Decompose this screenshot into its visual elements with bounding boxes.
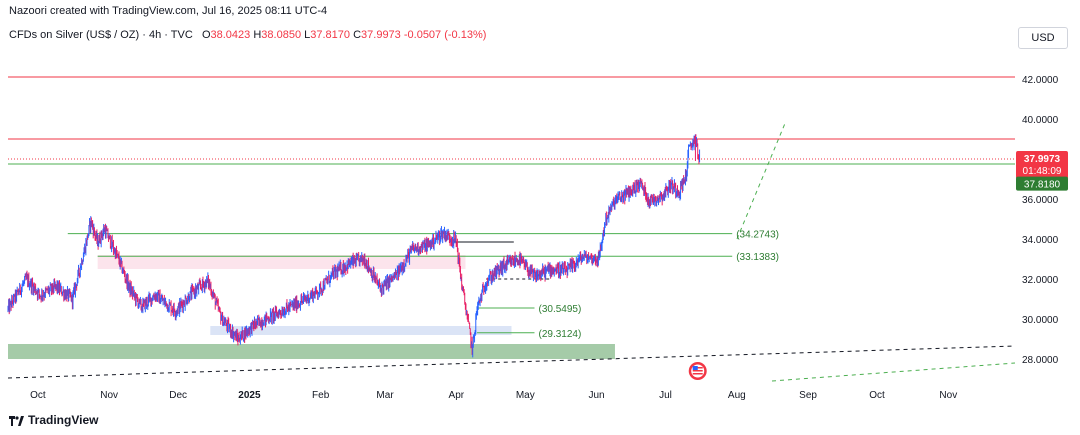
price-tick-label: 28.0000: [1022, 355, 1059, 366]
time-tick-label: Mar: [376, 390, 394, 401]
us-event-flag-stripe: [692, 373, 703, 375]
session-low-tag: [1016, 176, 1068, 191]
time-tick-label: Feb: [312, 390, 330, 401]
time-tick-label: Oct: [30, 390, 46, 401]
time-tick-label: Aug: [728, 390, 746, 401]
time-tick-label: Nov: [100, 390, 118, 401]
time-axis[interactable]: Oct Nov Dec 2025 Feb Mar Apr May Jun Jul Aug Sep Oct…: [30, 390, 957, 401]
projection-trendline: [736, 120, 787, 240]
price-tick-label: 36.0000: [1022, 195, 1059, 206]
level-label: (30.5495): [538, 304, 581, 315]
price-tick-label: 34.0000: [1022, 235, 1059, 246]
time-tick-label: May: [516, 390, 535, 401]
price-tick-label: 32.0000: [1022, 275, 1059, 286]
symbol-name[interactable]: CFDs on Silver (US$ / OZ) · 4h · TVC: [9, 29, 193, 41]
us-event-flag-canton: [692, 366, 698, 370]
zone-green: [8, 344, 615, 359]
tradingview-brand[interactable]: TradingView: [9, 413, 98, 427]
candle-series: [7, 134, 701, 358]
price-axis[interactable]: 42.0000 40.0000 36.0000 34.0000 32.0000 30.00…: [1022, 75, 1059, 366]
level-label: (34.2743): [736, 230, 779, 241]
price-tick-label: 30.0000: [1022, 315, 1059, 326]
time-tick-label: Oct: [869, 390, 885, 401]
level-labels: (34.2743) (33.1383) (30.5495) (29.3124): [538, 230, 779, 340]
time-tick-label: Sep: [799, 390, 817, 401]
zone-pink: [97, 255, 466, 269]
time-tick-label: 2025: [238, 390, 261, 401]
open-value: 38.0423: [210, 29, 251, 41]
trend-drawings: [7, 120, 1016, 382]
us-event-flag-stripe: [692, 370, 703, 372]
price-zones: [8, 255, 615, 359]
close-label: C: [353, 29, 362, 41]
tradingview-logo-icon: [9, 415, 24, 426]
close-value: 37.9973: [361, 29, 401, 41]
time-tick-label: Apr: [449, 390, 465, 401]
current-price-tag: [1016, 151, 1068, 180]
level-label: (29.3124): [538, 329, 581, 340]
high-label: H: [253, 29, 262, 41]
symbol-ohlc-bar: CFDs on Silver (US$ / OZ) · 4h · TVC O38…: [9, 29, 486, 41]
time-tick-label: Nov: [939, 390, 957, 401]
time-tick-label: Jul: [659, 390, 672, 401]
price-tick-label: 42.0000: [1022, 75, 1059, 86]
lower-projection-trendline: [771, 362, 1016, 382]
bar-countdown: 01:48:09: [1023, 166, 1062, 177]
high-value: 38.0850: [261, 29, 302, 41]
horizontal-levels: [8, 76, 1015, 334]
zone-blue: [210, 326, 512, 335]
change-value: -0.0507 (-0.13%): [403, 29, 487, 41]
time-tick-label: Jun: [589, 390, 605, 401]
chart-attribution: Nazoori created with TradingView.com, Ju…: [9, 5, 328, 17]
currency-button[interactable]: USD: [1018, 27, 1068, 49]
level-label: (33.1383): [736, 252, 779, 263]
open-label: O: [201, 29, 211, 41]
price-tick-label: 40.0000: [1022, 115, 1059, 126]
low-label: L: [304, 29, 311, 41]
low-value: 37.8170: [310, 29, 351, 41]
brand-name: TradingView: [28, 413, 99, 427]
session-low-value: 37.8180: [1024, 180, 1061, 191]
time-tick-label: Dec: [169, 390, 187, 401]
current-price-value: 37.9973: [1024, 154, 1061, 165]
